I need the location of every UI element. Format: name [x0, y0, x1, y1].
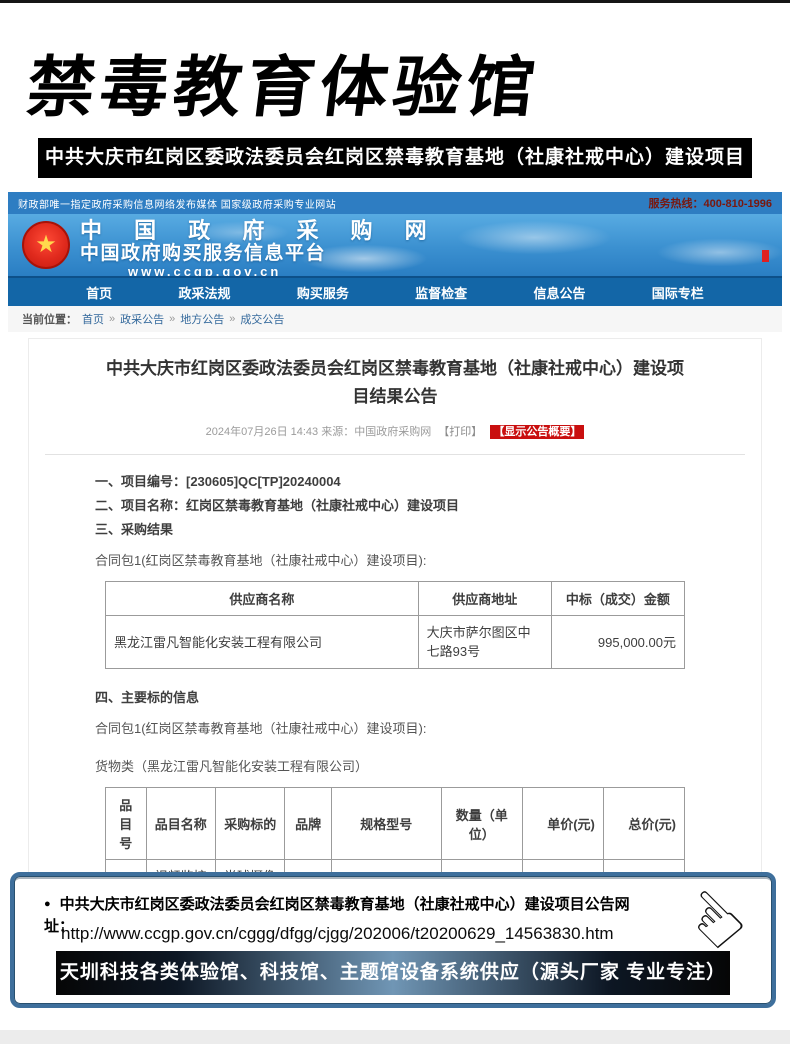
bottom-strip [0, 1030, 790, 1044]
column-header: 供应商地址 [417, 581, 552, 616]
column-header: 数量（单位） [440, 787, 523, 860]
print-button[interactable]: 【打印】 [438, 426, 483, 438]
breadcrumb-separator: » [109, 313, 116, 325]
breadcrumb-label: 当前位置： [22, 314, 77, 326]
national-emblem-icon[interactable]: ★ [22, 221, 70, 269]
column-header: 中标（成交）金额 [550, 581, 686, 616]
breadcrumb-separator: » [169, 313, 176, 325]
service-hotline: 服务热线：400-810-1996 [648, 198, 772, 210]
announcement-meta: 2024年07月26日 14:43 来源：中国政府采购网 【打印】 【显示公告概… [29, 423, 761, 439]
breadcrumb-local[interactable]: 地方公告 [180, 314, 225, 326]
announcement-title: 中共大庆市红岗区委政法委员会红岗区禁毒教育基地（社康社戒中心）建设项目结果公告 [106, 359, 684, 406]
notice-line: ● 中共大庆市红岗区委政法委员会红岗区禁毒教育基地（社康社戒中心）建设项目公告网址… [44, 893, 652, 938]
breadcrumb-announcements[interactable]: 政采公告 [120, 314, 165, 326]
nav-item-home[interactable]: 首页 [86, 285, 113, 301]
announcement-url[interactable]: http://www.ccgp.gov.cn/cggg/dfgg/cjgg/20… [61, 924, 614, 943]
column-header: 供应商名称 [105, 581, 419, 616]
nav-item-international[interactable]: 国际专栏 [651, 285, 704, 301]
table-cell: 大庆市萨尔图区中七路93号 [417, 615, 552, 669]
nav-item-announcements[interactable]: 信息公告 [533, 285, 586, 301]
nav-item-purchase-services[interactable]: 购买服务 [296, 285, 349, 301]
table-cell: 995,000.00元 [550, 615, 686, 669]
main-subject-heading: 四、主要标的信息 [95, 690, 200, 705]
supplier-table: 供应商名称 供应商地址 中标（成交）金额 黑龙江雷凡智能化安装工程有限公司 大庆市萨尔图… [105, 581, 686, 669]
publish-datetime: 2024年07月26日 14:43 [205, 426, 319, 438]
column-header: 采购标的 [214, 787, 286, 860]
show-summary-badge[interactable]: 【显示公告概要】 [490, 425, 585, 439]
main-nav: 首页 政采法规 购买服务 监督检查 信息公告 国际专栏 [8, 276, 782, 306]
breadcrumb-home[interactable]: 首页 [82, 314, 104, 326]
top-edge-divider [0, 0, 790, 3]
goods-category-line: 货物类（黑龙江雷凡智能化安装工程有限公司） [95, 759, 369, 774]
emblem-star: ★ [35, 231, 57, 258]
project-name-line: 二、项目名称：红岗区禁毒教育基地（社康社戒中心）建设项目 [95, 498, 460, 513]
breadcrumb-separator: » [229, 313, 236, 325]
site-banner: ★ 中 国 政 府 采 购 网 中国政府购买服务信息平台 www.ccgp.go… [8, 214, 782, 276]
source-label: 来源：中国政府采购网 [321, 426, 432, 438]
hero-title: 禁毒教育体验馆 [22, 50, 544, 124]
column-header: 总价(元) [602, 787, 686, 860]
procurement-result-heading: 三、采购结果 [95, 522, 174, 537]
column-header: 品目名称 [145, 787, 216, 860]
topbar-slogan: 财政部唯一指定政府采购信息网络发布媒体 国家级政府采购专业网站 [18, 199, 337, 211]
notice-text: 中共大庆市红岗区委政法委员会红岗区禁毒教育基地（社康社戒中心）建设项目公告网址： [44, 896, 630, 935]
corner-red-marker [762, 250, 769, 262]
table-row: 黑龙江雷凡智能化安装工程有限公司 大庆市萨尔图区中七路93号 995,000.00元 [105, 615, 686, 669]
table-header-row: 供应商名称 供应商地址 中标（成交）金额 [105, 581, 686, 616]
site-platform-name: 中国政府购买服务信息平台 [80, 243, 327, 264]
nav-item-regulations[interactable]: 政采法规 [178, 285, 231, 301]
column-header: 单价(元) [521, 787, 604, 860]
promo-banner: 天圳科技各类体验馆、科技馆、主题馆设备系统供应（源头厂家 专业专注） [56, 951, 730, 995]
announcement-body: 一、项目编号：[230605]QC[TP]20240004 二、项目名称：红岗区… [29, 471, 761, 878]
contract-package-line-2: 合同包1(红岗区禁毒教育基地（社康社戒中心）建设项目): [95, 721, 427, 736]
ccgp-site-screenshot: 财政部唯一指定政府采购信息网络发布媒体 国家级政府采购专业网站 服务热线：400… [8, 192, 782, 878]
meta-divider [45, 454, 745, 455]
table-header-row: 品目号 品目名称 采购标的 品牌 规格型号 数量（单位） 单价(元) 总价(元) [105, 787, 686, 860]
site-url: www.ccgp.gov.cn [128, 264, 282, 276]
table-cell: 黑龙江雷凡智能化安装工程有限公司 [105, 615, 419, 669]
bullet-dot: ● [44, 898, 51, 910]
column-header: 品牌 [284, 787, 332, 860]
clouds-decoration [8, 214, 782, 276]
breadcrumb-award[interactable]: 成交公告 [240, 314, 285, 326]
column-header: 品目号 [105, 787, 147, 860]
breadcrumb: 当前位置： 首页 » 政采公告 » 地方公告 » 成交公告 [8, 306, 782, 332]
site-topbar: 财政部唯一指定政府采购信息网络发布媒体 国家级政府采购专业网站 服务热线：400… [8, 192, 782, 214]
site-name: 中 国 政 府 采 购 网 [80, 218, 440, 243]
hero-subtitle-bar: 中共大庆市红岗区委政法委员会红岗区禁毒教育基地（社康社戒中心）建设项目 [38, 138, 752, 178]
contract-package-line: 合同包1(红岗区禁毒教育基地（社康社戒中心）建设项目): [95, 553, 427, 568]
project-number-line: 一、项目编号：[230605]QC[TP]20240004 [95, 474, 341, 489]
announcement-card: 中共大庆市红岗区委政法委员会红岗区禁毒教育基地（社康社戒中心）建设项目结果公告 … [28, 338, 762, 878]
column-header: 规格型号 [330, 787, 442, 860]
nav-item-supervision[interactable]: 监督检查 [415, 285, 468, 301]
site-logo[interactable]: 中 国 政 府 采 购 网 中国政府购买服务信息平台 www.ccgp.gov.… [80, 218, 440, 277]
items-table: 品目号品目名称采购标的品牌规格型号数量（单位）单价(元)总价(元)1-1视频监控… [105, 787, 686, 878]
footer-callout-box: ● 中共大庆市红岗区委政法委员会红岗区禁毒教育基地（社康社戒中心）建设项目公告网址… [10, 866, 776, 1008]
